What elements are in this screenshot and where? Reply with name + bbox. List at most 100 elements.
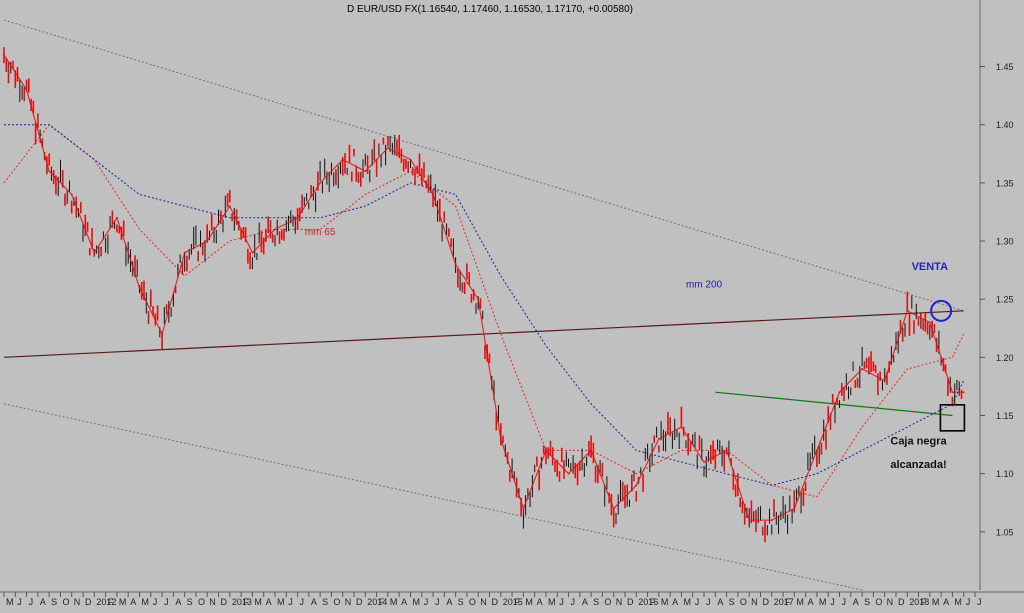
price-point — [725, 449, 728, 452]
y-tick-label: 1.40 — [996, 120, 1014, 130]
x-tick-label: N — [74, 597, 81, 607]
price-point — [770, 519, 773, 522]
price-point — [612, 507, 615, 510]
chart-annotation: Caja negra — [890, 436, 947, 448]
trendline-green-neckline — [715, 391, 953, 417]
price-point — [296, 216, 299, 219]
price-point — [183, 251, 186, 254]
chart-title: D EUR/USD FX(1.16540, 1.17460, 1.16530, … — [347, 4, 633, 15]
x-tick-label: D — [898, 597, 905, 607]
x-tick-label: M — [277, 597, 285, 607]
price-point — [138, 286, 141, 289]
price-point — [161, 333, 164, 335]
x-tick-label: A — [943, 597, 949, 607]
x-tick-label: N — [616, 597, 623, 607]
price-point — [251, 251, 254, 254]
x-tick-label: S — [187, 597, 193, 607]
x-tick-label: N — [751, 597, 758, 607]
price-point — [274, 228, 276, 231]
x-tick-label: M — [954, 597, 962, 607]
y-tick-label: 1.20 — [996, 353, 1014, 363]
x-tick-label: O — [198, 597, 205, 607]
x-tick-label: 2014 — [367, 597, 387, 607]
x-tick-label: M — [796, 597, 804, 607]
x-tick-label: S — [458, 597, 464, 607]
x-tick-label: O — [604, 597, 611, 607]
x-tick-label: N — [209, 597, 216, 607]
price-point — [545, 449, 547, 452]
price-point — [319, 182, 321, 184]
x-tick-label: S — [51, 597, 57, 607]
price-point — [409, 158, 412, 161]
x-tick-label: 2012 — [96, 597, 116, 607]
y-axis: 1.45 1.40 1.35 1.30 1.25 1.20 1.15 1.10 1.05 — [980, 62, 1014, 537]
x-tick-label: O — [875, 597, 882, 607]
moving-average-line — [4, 124, 965, 486]
x-tick-label: N — [480, 597, 487, 607]
x-tick-label: A — [537, 597, 543, 607]
y-tick-label: 1.10 — [996, 469, 1014, 479]
chart-annotation: VENTA — [912, 261, 949, 273]
price-point — [951, 391, 954, 394]
x-tick-label: J — [153, 597, 158, 607]
price-point — [816, 449, 818, 452]
price-point — [522, 507, 525, 510]
price-point — [680, 426, 683, 428]
x-tick-label: 2016 — [638, 597, 658, 607]
x-tick-label: O — [62, 597, 69, 607]
x-tick-label: M — [390, 597, 398, 607]
x-tick-label: N — [345, 597, 352, 607]
price-point — [635, 484, 638, 487]
price-point — [499, 437, 502, 440]
price-point — [793, 507, 796, 510]
x-tick-label: M — [254, 597, 262, 607]
x-tick-label: D — [221, 597, 228, 607]
x-tick-label: A — [40, 597, 46, 607]
price-point — [906, 309, 909, 312]
price-point — [928, 321, 931, 324]
x-tick-label: M — [683, 597, 691, 607]
y-tick-label: 1.35 — [996, 178, 1014, 188]
price-point — [658, 437, 660, 440]
x-tick-label: S — [593, 597, 599, 607]
y-tick-label: 1.15 — [996, 411, 1014, 421]
x-tick-label: O — [469, 597, 476, 607]
x-tick-label: J — [842, 597, 847, 607]
x-tick-label: J — [559, 597, 564, 607]
x-tick-label: M — [141, 597, 149, 607]
price-point — [25, 88, 28, 91]
x-tick-label: O — [333, 597, 340, 607]
x-tick-label: J — [300, 597, 305, 607]
x-tick-label: D — [492, 597, 499, 607]
x-tick-label: F — [785, 597, 791, 607]
x-tick-label: J — [17, 597, 22, 607]
x-tick-label: 2015 — [503, 597, 523, 607]
black-box-target-marker — [939, 404, 966, 432]
y-tick-label: 1.05 — [996, 527, 1014, 537]
price-point — [838, 391, 841, 394]
x-tick-label: J — [29, 597, 34, 607]
chart-annotation: mm 200 — [686, 280, 723, 291]
price-point — [93, 251, 96, 254]
price-point — [116, 216, 118, 219]
x-tick-label: F — [243, 597, 249, 607]
price-point — [477, 298, 480, 301]
price-series-layer — [3, 54, 965, 522]
price-line — [3, 54, 964, 521]
x-tick-label: D — [85, 597, 92, 607]
y-tick-label: 1.25 — [996, 295, 1014, 305]
price-point — [590, 449, 592, 452]
x-tick-label: 2018 — [909, 597, 929, 607]
price-point — [70, 193, 73, 196]
x-tick-label: N — [887, 597, 894, 607]
x-tick-label: A — [717, 597, 723, 607]
x-tick-label: J — [966, 597, 971, 607]
price-point — [3, 54, 5, 56]
price-point — [228, 205, 231, 208]
moving-averages-layer — [3, 123, 965, 498]
x-tick-label: F — [514, 597, 520, 607]
price-point — [567, 472, 570, 475]
x-tick-label: M — [412, 597, 420, 607]
